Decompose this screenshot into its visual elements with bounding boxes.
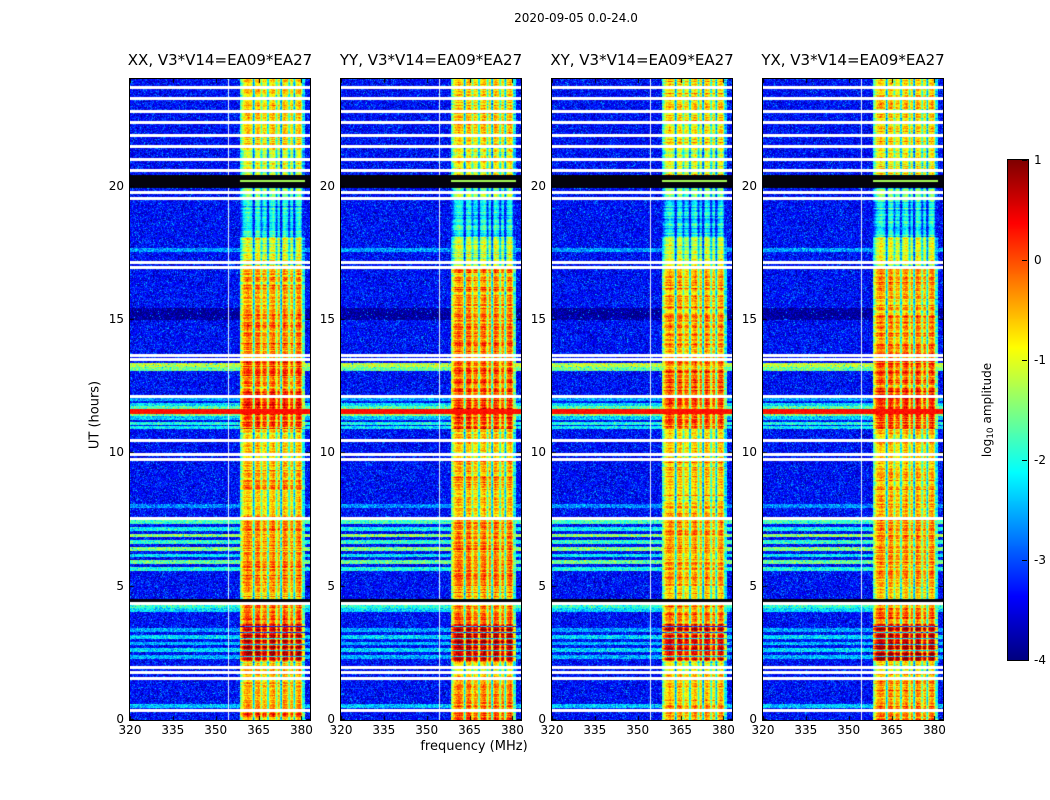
figure-suptitle: 2020-09-05 0.0-24.0 (514, 11, 638, 25)
colorbar-tick-mark (1022, 460, 1027, 461)
colorbar-tick-mark (1022, 660, 1027, 661)
colorbar-label-suffix: amplitude (980, 362, 994, 428)
y-tick-label: 0 (327, 712, 335, 726)
y-tick-label: 10 (319, 445, 335, 460)
x-tick-label: 365 (458, 723, 482, 737)
x-tick-label: 350 (626, 723, 650, 737)
colorbar-tick-mark (1022, 260, 1027, 261)
y-tick-label: 20 (530, 178, 546, 193)
x-tick-label: 380 (289, 723, 313, 737)
x-tick-label: 335 (583, 723, 607, 737)
y-axis-label: UT (hours) (87, 380, 103, 450)
y-tick-label: 0 (749, 712, 757, 726)
x-tick-label: 380 (711, 723, 735, 737)
x-tick-label: 320 (118, 723, 142, 737)
y-tick-label: 10 (741, 445, 757, 460)
x-tick-label: 320 (329, 723, 353, 737)
colorbar-tick-label: 0 (1034, 253, 1042, 267)
colorbar-tick-mark (1022, 160, 1027, 161)
y-tick-label: 5 (538, 578, 546, 593)
colorbar-tick-mark (1022, 360, 1027, 361)
colorbar-tick-mark (1022, 560, 1027, 561)
y-tick-label: 10 (530, 445, 546, 460)
x-tick-label: 350 (415, 723, 439, 737)
spectrogram-canvas-xy (551, 78, 733, 721)
y-tick-label: 15 (741, 312, 757, 326)
y-tick-label: 15 (108, 312, 124, 326)
colorbar-tick-label: -2 (1034, 453, 1046, 467)
colorbar-label-subscript: 10 (986, 427, 996, 439)
y-tick-label: 20 (108, 178, 124, 193)
spectrogram-canvas-yy (340, 78, 522, 721)
colorbar-gradient (1007, 159, 1029, 661)
y-tick-label: 15 (530, 312, 546, 326)
x-tick-label: 365 (669, 723, 693, 737)
x-tick-label: 350 (837, 723, 861, 737)
y-tick-label: 5 (116, 578, 124, 593)
x-tick-label: 335 (794, 723, 818, 737)
y-tick-label: 15 (319, 312, 335, 326)
colorbar-tick-label: 1 (1034, 153, 1042, 167)
y-tick-label: 10 (108, 445, 124, 460)
spectrogram-canvas-yx (762, 78, 944, 721)
x-tick-label: 320 (751, 723, 775, 737)
colorbar-label-prefix: log (980, 438, 994, 458)
y-tick-label: 20 (741, 178, 757, 193)
x-tick-label: 365 (880, 723, 904, 737)
colorbar-tick-label: -1 (1034, 353, 1046, 367)
panel-title: YY, V3*V14=EA09*EA27 (339, 51, 523, 69)
x-tick-label: 335 (372, 723, 396, 737)
colorbar-tick-label: -4 (1034, 653, 1046, 667)
spectrogram-canvas-xx (129, 78, 311, 721)
colorbar-tick-label: -3 (1034, 553, 1046, 567)
x-tick-label: 365 (247, 723, 271, 737)
panel-title: XY, V3*V14=EA09*EA27 (550, 51, 734, 69)
x-tick-label: 350 (204, 723, 228, 737)
panel-title: XX, V3*V14=EA09*EA27 (127, 51, 313, 69)
y-tick-label: 5 (749, 578, 757, 593)
x-tick-label: 380 (500, 723, 524, 737)
y-tick-label: 0 (538, 712, 546, 726)
x-tick-label: 335 (161, 723, 185, 737)
y-tick-label: 0 (116, 712, 124, 726)
x-axis-label: frequency (MHz) (420, 739, 528, 754)
x-tick-label: 320 (540, 723, 564, 737)
y-tick-label: 5 (327, 578, 335, 593)
y-tick-label: 20 (319, 178, 335, 193)
colorbar-label: log10 amplitude (980, 363, 996, 457)
x-tick-label: 380 (922, 723, 946, 737)
panel-title: YX, V3*V14=EA09*EA27 (761, 51, 945, 69)
